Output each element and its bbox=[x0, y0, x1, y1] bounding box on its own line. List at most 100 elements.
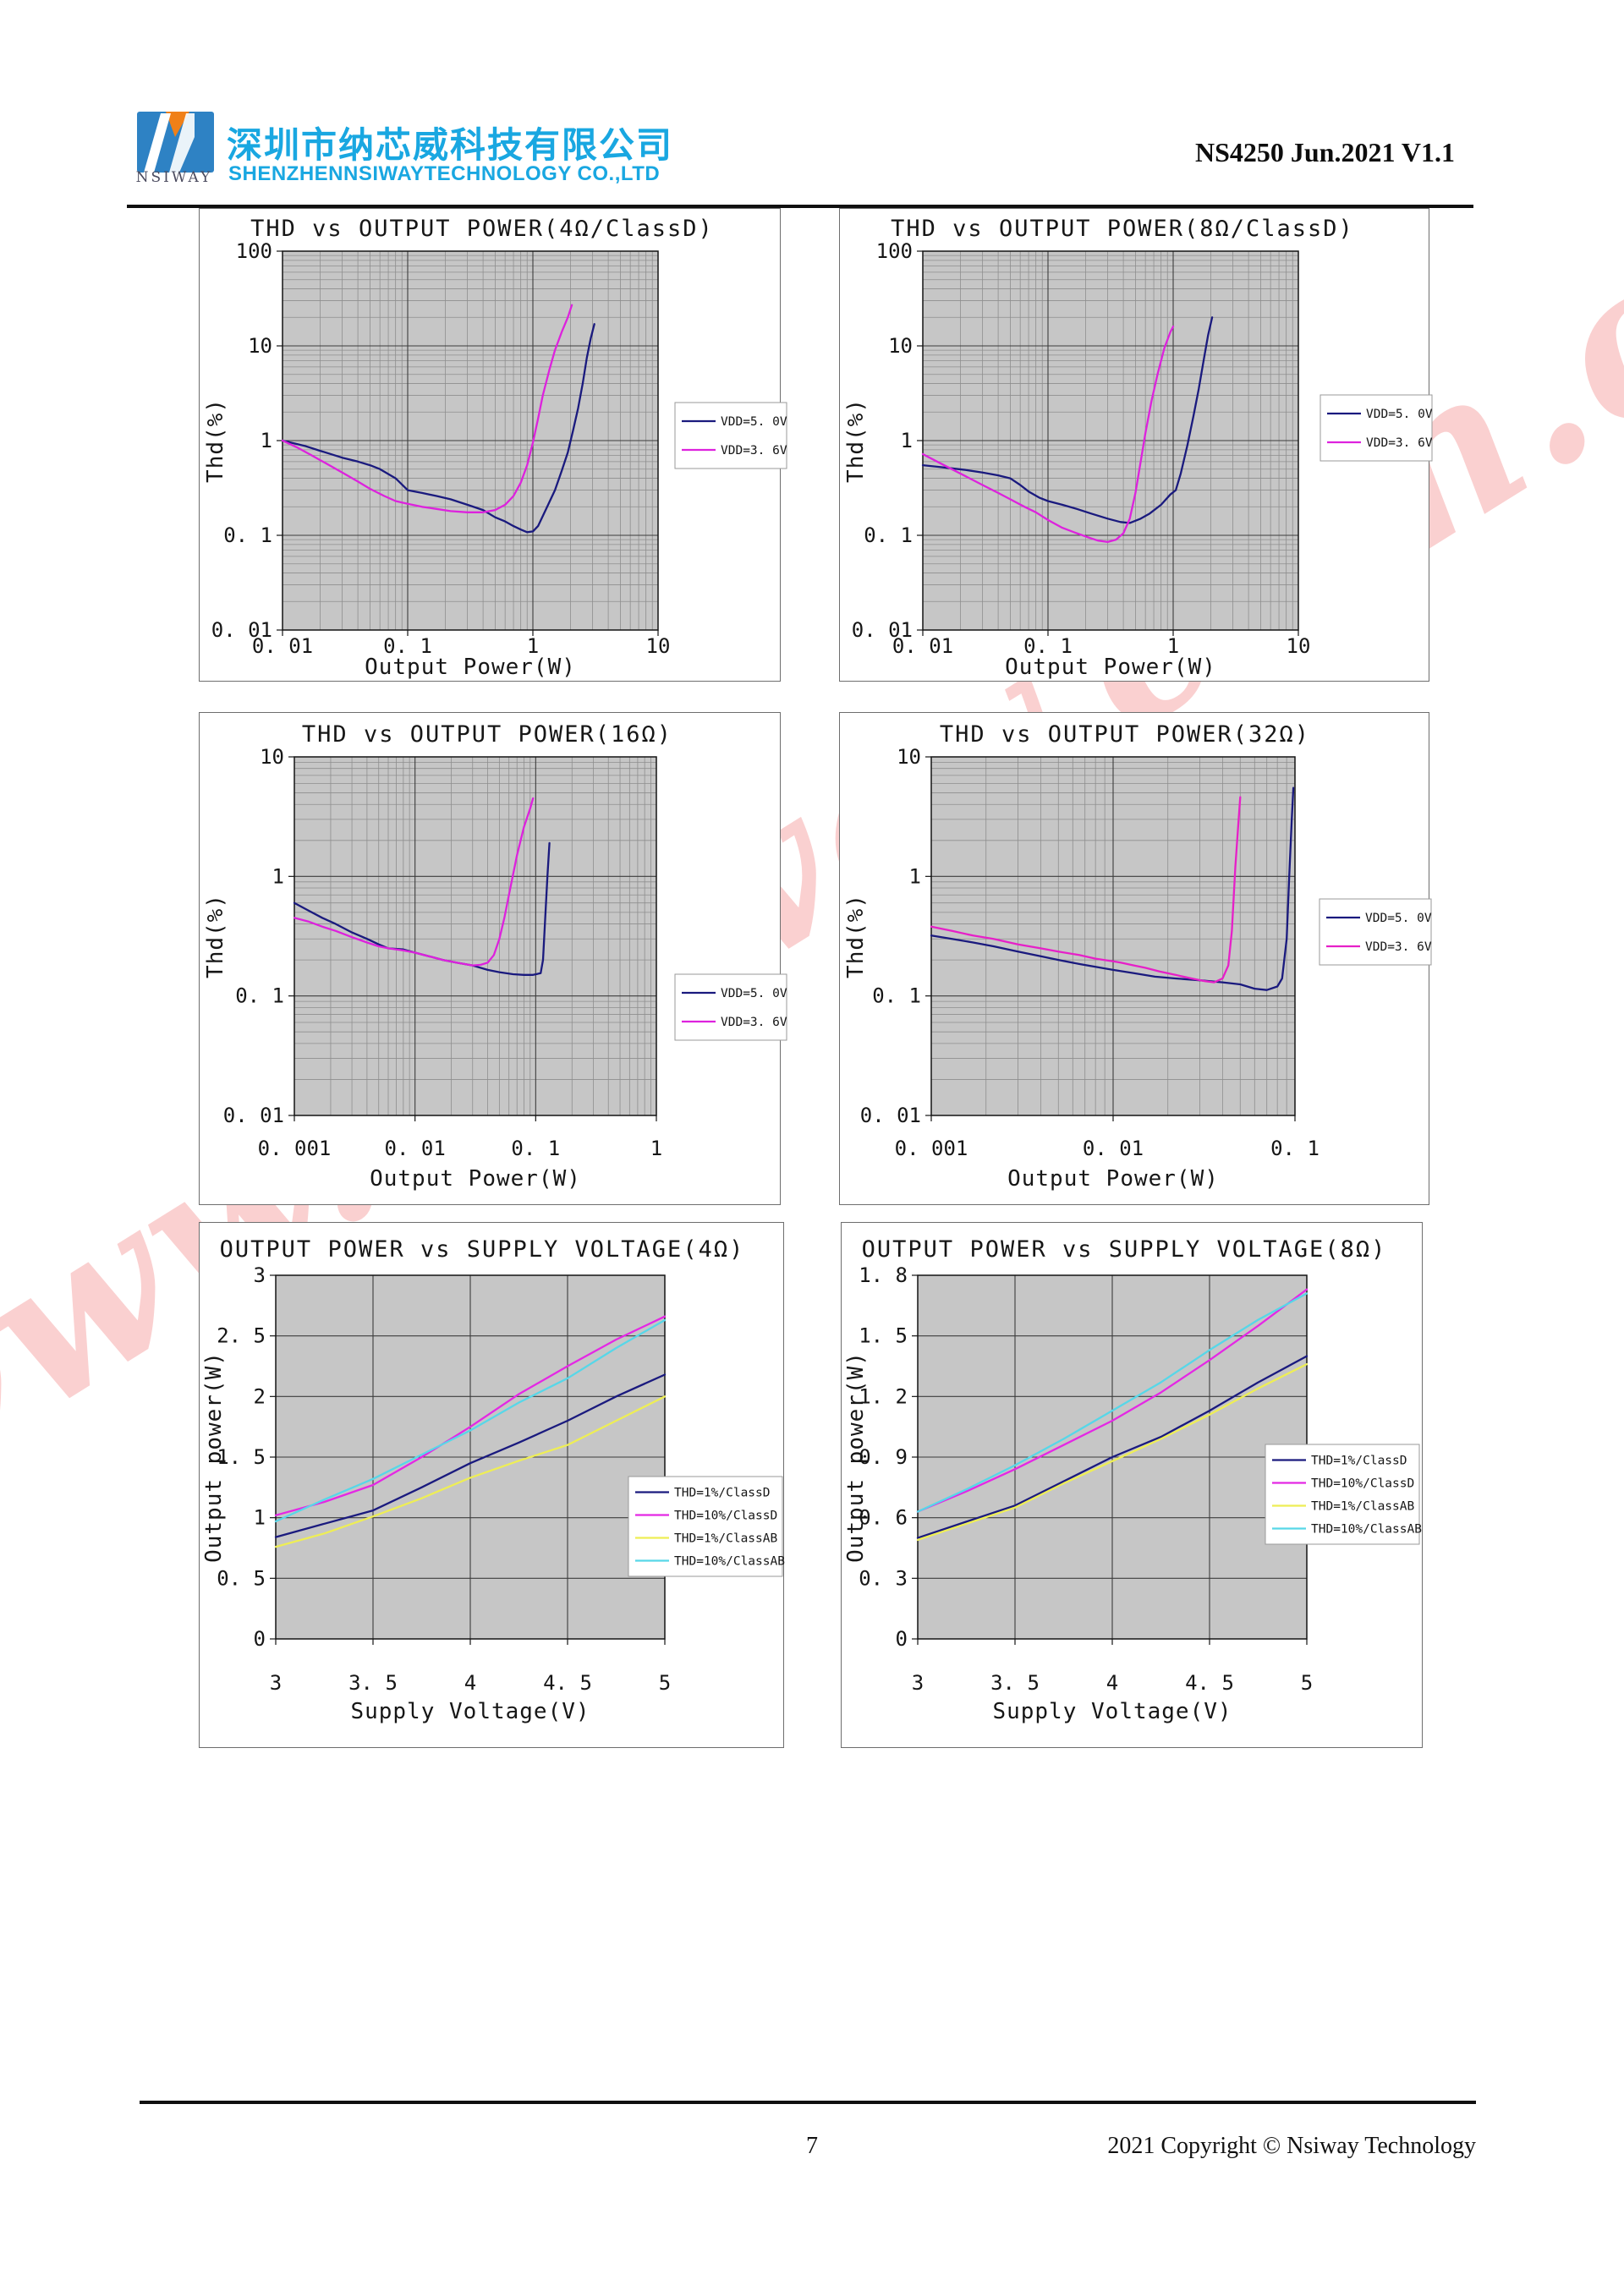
svg-text:0. 01: 0. 01 bbox=[1083, 1137, 1144, 1160]
svg-text:THD=10%/ClassAB: THD=10%/ClassAB bbox=[674, 1555, 785, 1569]
svg-text:1. 2: 1. 2 bbox=[859, 1384, 908, 1408]
chart-thd-vs-power-8ohm-classd: 0. 01 0. 1 1 10 100 10 1 0. 1 0. 01 THD vs OUTPUT… bbox=[839, 208, 1433, 682]
svg-text:VDD=3. 6V: VDD=3. 6V bbox=[1366, 436, 1433, 450]
svg-text:OUTPUT POWER vs SUPPLY VOLTAGE: OUTPUT POWER vs SUPPLY VOLTAGE(4Ω) bbox=[220, 1236, 745, 1263]
svg-text:4: 4 bbox=[1106, 1671, 1118, 1695]
svg-text:THD=10%/ClassAB: THD=10%/ClassAB bbox=[1311, 1523, 1422, 1537]
svg-text:Thd(%): Thd(%) bbox=[843, 894, 869, 978]
svg-text:10: 10 bbox=[897, 745, 921, 769]
header-rule bbox=[127, 205, 1473, 208]
svg-text:5: 5 bbox=[1301, 1671, 1313, 1695]
document-title: NS4250 Jun.2021 V1.1 bbox=[1194, 137, 1455, 167]
svg-text:1: 1 bbox=[272, 864, 284, 888]
svg-text:10: 10 bbox=[888, 334, 913, 358]
svg-text:10: 10 bbox=[260, 745, 284, 769]
svg-text:2. 5: 2. 5 bbox=[217, 1324, 266, 1348]
svg-text:0. 01: 0. 01 bbox=[385, 1137, 446, 1160]
svg-text:3: 3 bbox=[254, 1263, 266, 1287]
svg-text:0. 01: 0. 01 bbox=[892, 634, 953, 658]
svg-text:0. 01: 0. 01 bbox=[860, 1104, 921, 1127]
svg-text:4: 4 bbox=[464, 1671, 476, 1695]
svg-text:Output Power(W): Output Power(W) bbox=[370, 1166, 581, 1192]
svg-text:Thd(%): Thd(%) bbox=[843, 398, 869, 483]
svg-text:0: 0 bbox=[896, 1627, 908, 1651]
chart-power-vs-voltage-4ohm: 3 3. 5 4 4. 5 5 3 2. 5 2 1. 5 1 0. 5 0 OUTPUT POWER … bbox=[199, 1222, 785, 1748]
svg-text:0. 01: 0. 01 bbox=[252, 634, 313, 658]
page-number: 7 bbox=[806, 2133, 818, 2159]
svg-text:VDD=3. 6V: VDD=3. 6V bbox=[1365, 940, 1432, 954]
svg-text:3: 3 bbox=[912, 1671, 924, 1695]
svg-text:Thd(%): Thd(%) bbox=[203, 894, 228, 978]
svg-text:0. 1: 0. 1 bbox=[511, 1137, 560, 1160]
chart-canvas: 0. 001 0. 01 0. 1 10 1 0. 1 0. 01 THD vs OUTPUT… bbox=[843, 721, 1432, 1192]
svg-text:Supply Voltage(V): Supply Voltage(V) bbox=[350, 1699, 590, 1724]
logo-n-icon bbox=[137, 112, 214, 173]
chart-thd-vs-power-4ohm-classd: 0. 01 0. 1 1 10 100 10 1 0. 1 0. 01 THD vs OUTPUT… bbox=[199, 208, 787, 682]
svg-text:VDD=5. 0V: VDD=5. 0V bbox=[1365, 912, 1432, 925]
svg-text:2: 2 bbox=[254, 1384, 266, 1408]
svg-text:1: 1 bbox=[261, 429, 272, 452]
logo-wordmark: NSIWAY bbox=[135, 169, 213, 186]
svg-text:THD vs OUTPUT POWER(32Ω): THD vs OUTPUT POWER(32Ω) bbox=[940, 721, 1310, 748]
svg-text:0. 1: 0. 1 bbox=[872, 984, 921, 1008]
svg-text:0. 001: 0. 001 bbox=[258, 1137, 332, 1160]
chart-thd-vs-power-32ohm: 0. 001 0. 01 0. 1 10 1 0. 1 0. 01 THD vs OUTPUT… bbox=[839, 712, 1432, 1205]
svg-text:THD vs OUTPUT POWER(16Ω): THD vs OUTPUT POWER(16Ω) bbox=[302, 721, 672, 748]
svg-text:4. 5: 4. 5 bbox=[1185, 1671, 1234, 1695]
chart-thd-vs-power-16ohm: 0. 001 0. 01 0. 1 1 10 1 0. 1 0. 01 THD vs OUTPU… bbox=[199, 712, 787, 1205]
svg-text:Output Power(W): Output Power(W) bbox=[1007, 1166, 1219, 1192]
svg-text:1: 1 bbox=[1167, 634, 1179, 658]
svg-text:0. 6: 0. 6 bbox=[859, 1506, 908, 1530]
svg-text:0: 0 bbox=[254, 1627, 266, 1651]
svg-text:0. 1: 0. 1 bbox=[864, 523, 913, 547]
svg-text:OUTPUT POWER vs SUPPLY VOLTAGE: OUTPUT POWER vs SUPPLY VOLTAGE(8Ω) bbox=[862, 1236, 1387, 1263]
svg-text:10: 10 bbox=[1287, 634, 1311, 658]
svg-text:0. 9: 0. 9 bbox=[859, 1445, 908, 1469]
svg-text:Thd(%): Thd(%) bbox=[203, 398, 228, 483]
svg-text:THD=10%/ClassD: THD=10%/ClassD bbox=[674, 1510, 777, 1523]
svg-text:1: 1 bbox=[901, 429, 913, 452]
svg-text:0. 01: 0. 01 bbox=[211, 618, 272, 642]
page-header: NSIWAY 深圳市纳芯威科技有限公司 SHENZHENNSIWAYTECHNO… bbox=[0, 0, 1624, 211]
company-name-cn: 深圳市纳芯威科技有限公司 bbox=[227, 125, 674, 165]
svg-text:4. 5: 4. 5 bbox=[543, 1671, 592, 1695]
svg-text:3: 3 bbox=[270, 1671, 282, 1695]
svg-text:THD=10%/ClassD: THD=10%/ClassD bbox=[1311, 1477, 1414, 1491]
svg-text:10: 10 bbox=[248, 334, 272, 358]
svg-text:0. 01: 0. 01 bbox=[223, 1104, 284, 1127]
chart-power-vs-voltage-8ohm: 3 3. 5 4 4. 5 5 1. 8 1. 5 1. 2 0. 9 0. 6 0. 3 0 OUTP… bbox=[841, 1222, 1423, 1748]
svg-text:THD=1%/ClassD: THD=1%/ClassD bbox=[1311, 1455, 1407, 1468]
svg-text:0. 5: 0. 5 bbox=[217, 1566, 266, 1590]
svg-text:0. 1: 0. 1 bbox=[1270, 1137, 1320, 1160]
svg-text:VDD=5. 0V: VDD=5. 0V bbox=[1366, 408, 1433, 421]
footer-rule bbox=[140, 2101, 1476, 2104]
chart-canvas: 0. 01 0. 1 1 10 100 10 1 0. 1 0. 01 THD vs OUTPUT… bbox=[203, 216, 787, 680]
svg-text:Output power(W): Output power(W) bbox=[843, 1351, 869, 1563]
chart-canvas: 3 3. 5 4 4. 5 5 3 2. 5 2 1. 5 1 0. 5 0 OUTPUT POWER … bbox=[201, 1236, 785, 1724]
svg-text:THD=1%/ClassD: THD=1%/ClassD bbox=[674, 1487, 771, 1500]
svg-text:3. 5: 3. 5 bbox=[348, 1671, 398, 1695]
svg-text:1. 5: 1. 5 bbox=[217, 1445, 266, 1469]
svg-text:100: 100 bbox=[876, 239, 913, 263]
svg-text:0. 1: 0. 1 bbox=[1023, 634, 1073, 658]
chart-canvas: 3 3. 5 4 4. 5 5 1. 8 1. 5 1. 2 0. 9 0. 6 0. 3 0 OUTP… bbox=[843, 1236, 1422, 1724]
company-logo bbox=[135, 110, 216, 190]
company-name-en: SHENZHENNSIWAYTECHNOLOGY CO.,LTD bbox=[228, 162, 661, 185]
svg-text:VDD=5. 0V: VDD=5. 0V bbox=[721, 415, 787, 429]
svg-text:Output power(W): Output power(W) bbox=[201, 1351, 227, 1563]
svg-text:1: 1 bbox=[909, 864, 921, 888]
svg-text:1. 8: 1. 8 bbox=[859, 1263, 908, 1287]
svg-text:0. 01: 0. 01 bbox=[852, 618, 913, 642]
svg-text:THD vs OUTPUT POWER(8Ω/ClassD): THD vs OUTPUT POWER(8Ω/ClassD) bbox=[891, 216, 1354, 242]
svg-text:VDD=3. 6V: VDD=3. 6V bbox=[721, 1016, 787, 1029]
svg-text:Output Power(W): Output Power(W) bbox=[365, 655, 576, 680]
svg-text:Output Power(W): Output Power(W) bbox=[1005, 655, 1216, 680]
svg-text:100: 100 bbox=[236, 239, 272, 263]
copyright-text: 2021 Copyright © Nsiway Technology bbox=[1107, 2133, 1476, 2159]
svg-text:0. 001: 0. 001 bbox=[895, 1137, 968, 1160]
svg-text:5: 5 bbox=[659, 1671, 671, 1695]
svg-text:VDD=3. 6V: VDD=3. 6V bbox=[721, 444, 787, 458]
svg-text:VDD=5. 0V: VDD=5. 0V bbox=[721, 987, 787, 1000]
svg-text:0. 1: 0. 1 bbox=[223, 523, 272, 547]
svg-text:THD=1%/ClassAB: THD=1%/ClassAB bbox=[1311, 1500, 1414, 1514]
